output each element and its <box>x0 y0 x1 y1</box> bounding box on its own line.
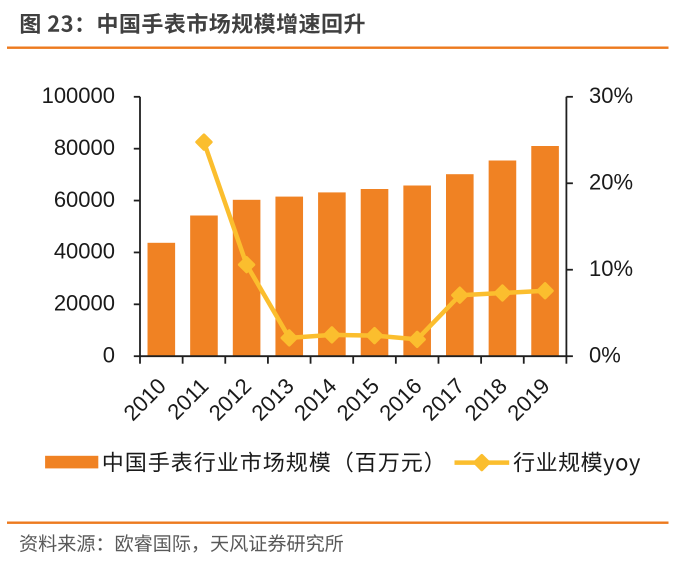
svg-text:100000: 100000 <box>42 83 115 108</box>
svg-text:0%: 0% <box>589 343 621 368</box>
svg-text:80000: 80000 <box>54 135 115 160</box>
svg-text:30%: 30% <box>589 83 633 108</box>
svg-text:20%: 20% <box>589 170 633 195</box>
svg-text:40000: 40000 <box>54 239 115 264</box>
svg-text:20000: 20000 <box>54 291 115 316</box>
svg-text:0: 0 <box>103 343 115 368</box>
svg-text:60000: 60000 <box>54 187 115 212</box>
svg-text:10%: 10% <box>589 256 633 281</box>
